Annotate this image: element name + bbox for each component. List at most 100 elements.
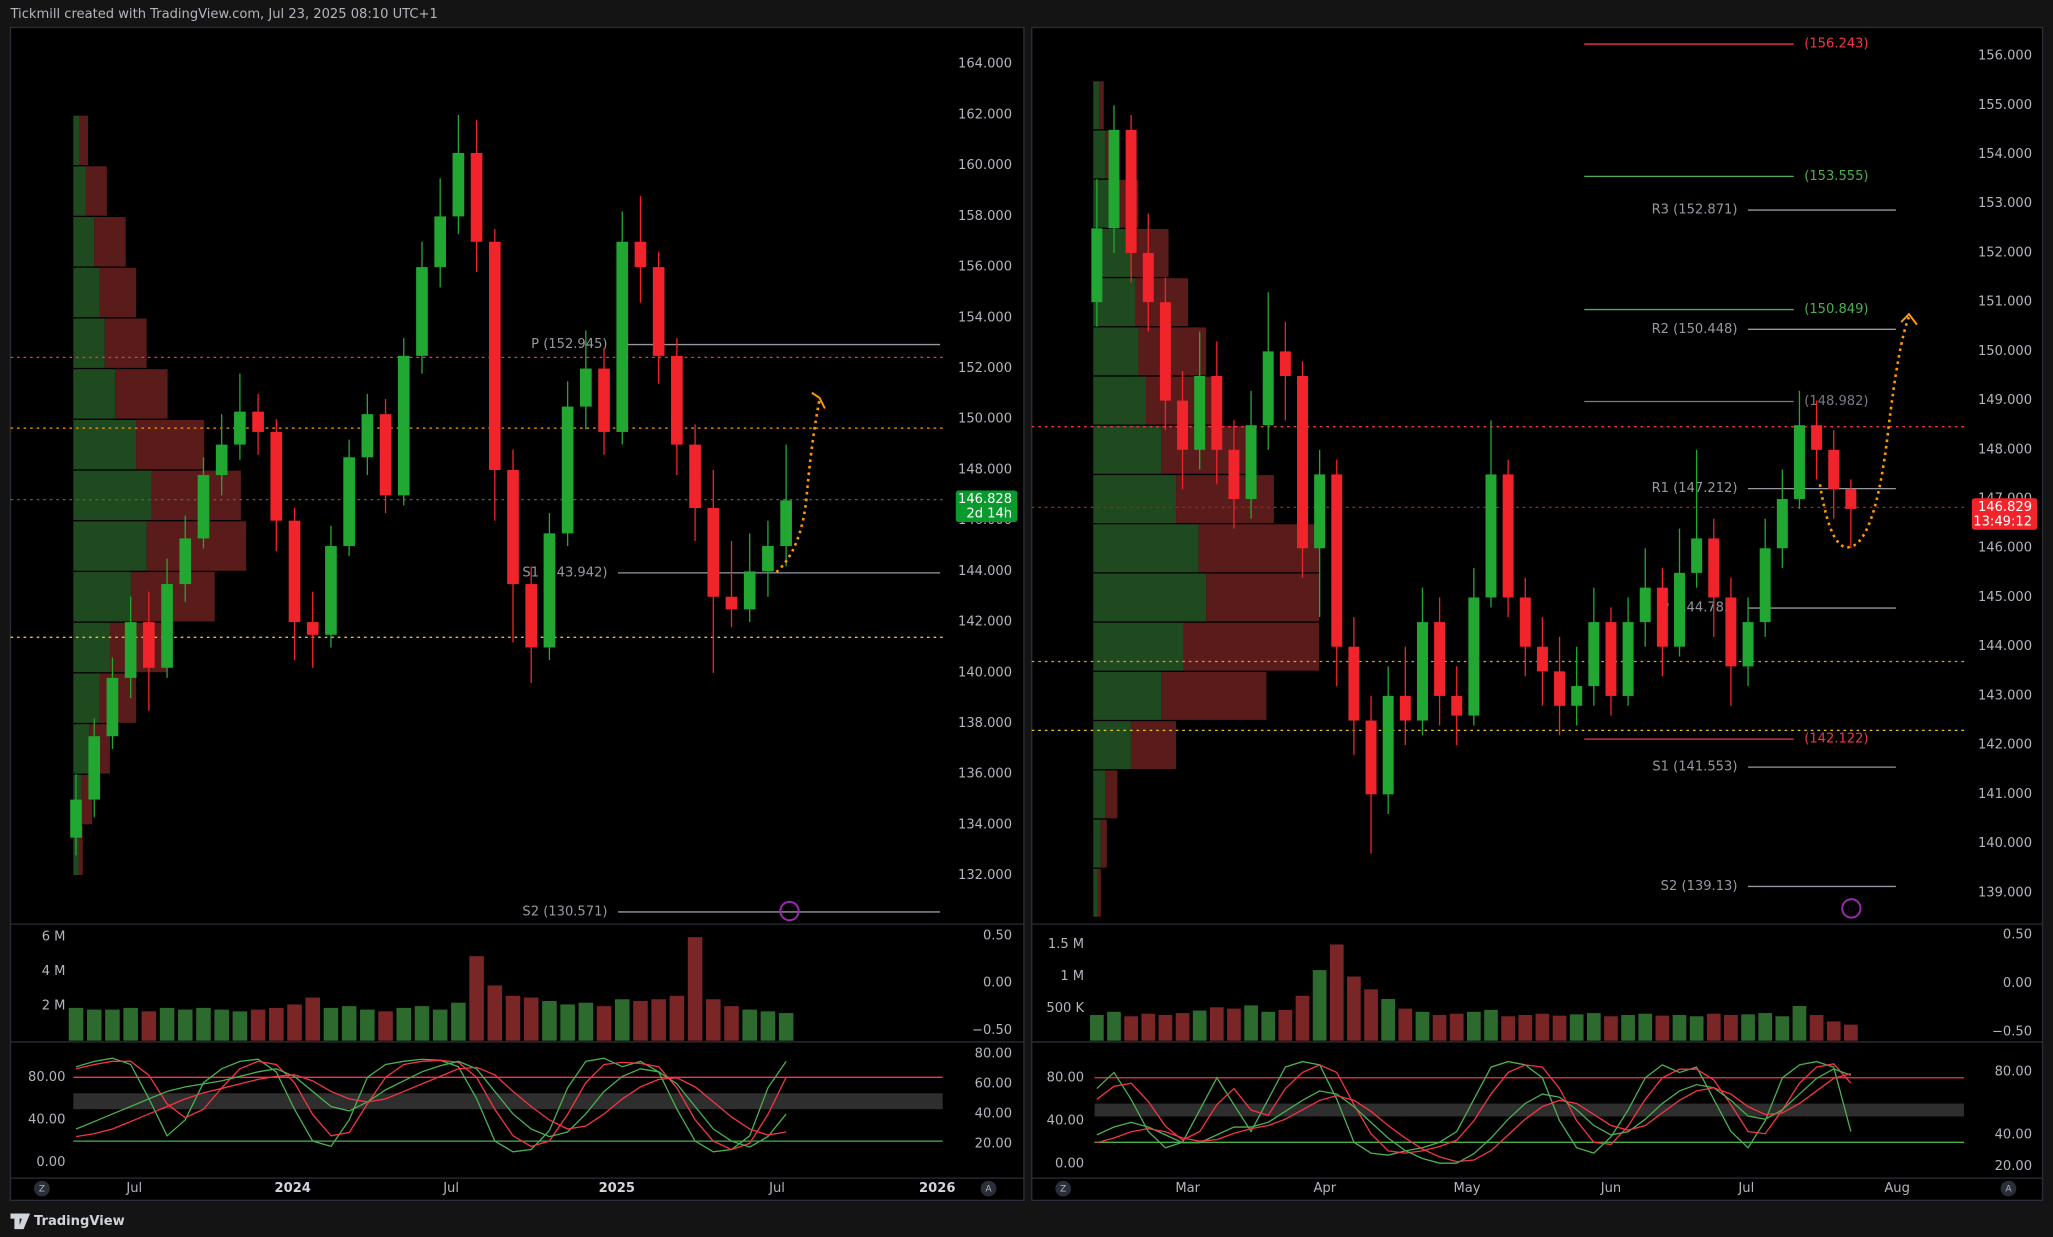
- volume-y2-tick-label: 0.00: [983, 976, 1012, 991]
- candle-body: [197, 475, 210, 539]
- y-tick-label: 164.000: [958, 57, 1012, 72]
- profile-sell: [1206, 573, 1320, 622]
- candle-body: [580, 368, 592, 407]
- volume-bar: [1467, 1011, 1481, 1041]
- alert-icon[interactable]: [1841, 898, 1862, 919]
- oscillator-y2-tick-label: 40.00: [1995, 1127, 2032, 1142]
- level-label: R3 (152.871): [1652, 203, 1738, 218]
- control-button[interactable]: [980, 1180, 997, 1197]
- control-button[interactable]: [2000, 1180, 2017, 1197]
- profile-sell: [136, 419, 205, 470]
- volume-bar: [1415, 1011, 1430, 1041]
- profile-buy: [73, 774, 82, 825]
- price-tag-value: 146.828: [958, 492, 1012, 507]
- profile-buy: [1093, 671, 1162, 720]
- volume-bar: [1604, 1016, 1618, 1041]
- x-tick-label: 2025: [599, 1181, 635, 1196]
- candle-body: [1159, 302, 1171, 401]
- projections: [775, 312, 1918, 922]
- price-tag-countdown: 13:49:12: [1973, 514, 2032, 529]
- volume-bar: [778, 1013, 794, 1041]
- candle-body: [1228, 449, 1240, 500]
- profile-sell: [1097, 868, 1101, 917]
- profile-buy: [1093, 819, 1101, 868]
- candle-body: [1793, 425, 1805, 500]
- price-tag-value: 146.829: [1978, 500, 2032, 515]
- y-tick-label: 148.000: [958, 462, 1012, 477]
- volume-bar: [1586, 1013, 1601, 1041]
- oscillator-line: [1096, 1068, 1852, 1164]
- volume-bar: [1501, 1016, 1515, 1041]
- level-label: S1 (143.942): [522, 565, 607, 580]
- profile-sell: [79, 115, 88, 166]
- price-tag: [955, 490, 1018, 522]
- volume-bar: [396, 1007, 412, 1041]
- candle-body: [561, 406, 574, 534]
- volume-bar: [1347, 976, 1361, 1041]
- control-button[interactable]: [34, 1180, 50, 1197]
- y-tick-label: 156.000: [1978, 49, 2032, 64]
- control-button[interactable]: [1055, 1180, 1072, 1197]
- oscillator-tick-label: 0.00: [1055, 1156, 1084, 1171]
- volume-bar: [287, 1004, 302, 1041]
- candle-body: [1588, 622, 1600, 687]
- x-tick-label: Jul: [442, 1181, 459, 1196]
- candle-body: [1485, 474, 1497, 598]
- candle-body: [1279, 351, 1291, 376]
- candle-body: [379, 414, 392, 496]
- candle-body: [1262, 351, 1274, 426]
- candle-body: [780, 500, 792, 547]
- volume-bar: [1090, 1014, 1104, 1041]
- x-tick-label: Jul: [1737, 1181, 1754, 1196]
- profile-sell: [1130, 721, 1177, 770]
- level-label: (148.982): [1804, 394, 1868, 409]
- y-tick-label: 162.000: [958, 107, 1012, 122]
- volume-tick-label: 1.5 M: [1048, 937, 1084, 952]
- volume-y2-tick-label: −0.50: [1992, 1024, 2032, 1039]
- profile-buy: [1093, 868, 1098, 917]
- volume-bar: [196, 1007, 211, 1041]
- volume-bar: [1706, 1013, 1721, 1041]
- candle-body: [1108, 129, 1120, 229]
- arrow-head: [811, 391, 826, 409]
- candle-body: [1142, 252, 1154, 303]
- y-tick-label: 156.000: [958, 260, 1012, 275]
- oscillator-y2-tick-label: 40.00: [975, 1106, 1012, 1121]
- volume-bar: [1192, 1010, 1207, 1041]
- candle-body: [452, 153, 465, 217]
- candle-body: [652, 267, 665, 356]
- alert-icon[interactable]: [779, 900, 800, 922]
- oscillator-line: [75, 1060, 787, 1148]
- profile-buy: [1093, 622, 1184, 671]
- charts: P (152.945) S1 (143.942) S2 (130.571) 132.0…: [9, 26, 2044, 1202]
- candle-body: [634, 241, 647, 268]
- profile-buy: [1093, 327, 1139, 376]
- volume-bar: [505, 995, 521, 1041]
- volume-bar: [1141, 1013, 1156, 1041]
- oscillator-y2-tick-label: 80.00: [1995, 1065, 2032, 1080]
- volume-bar: [542, 1000, 557, 1041]
- y-tick-label: 160.000: [958, 158, 1012, 173]
- volume-bar: [1209, 1007, 1224, 1041]
- candle-body: [1297, 375, 1308, 549]
- volume-bar: [1449, 1013, 1464, 1041]
- candle-body: [234, 411, 246, 445]
- candle-body: [1451, 695, 1463, 716]
- y-tick-label: 142.000: [958, 615, 1012, 630]
- candle-body: [143, 622, 155, 668]
- y-tick-label: 144.000: [958, 564, 1012, 579]
- candle-body: [1845, 489, 1857, 509]
- x-tick-label: Apr: [1313, 1181, 1336, 1196]
- volume-bar: [1792, 1006, 1807, 1041]
- volume-bar: [651, 999, 666, 1041]
- x-tick-label: Aug: [1884, 1181, 1910, 1196]
- volume-bar: [1724, 1014, 1738, 1041]
- volume-bar: [1312, 970, 1327, 1041]
- candle-body: [1536, 646, 1548, 672]
- volume-bar: [614, 999, 630, 1041]
- candle-body: [215, 444, 228, 476]
- oscillator-y2-tick-label: 20.00: [975, 1137, 1012, 1152]
- candle-body: [470, 153, 483, 242]
- oscillator-y2-tick-label: 20.00: [1995, 1159, 2032, 1174]
- oscillator-line: [75, 1066, 787, 1138]
